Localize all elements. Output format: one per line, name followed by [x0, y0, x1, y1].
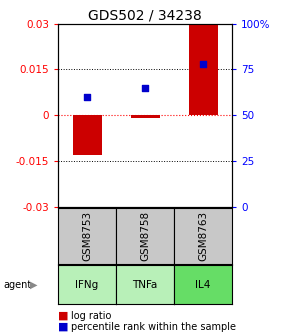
Point — [143, 85, 147, 90]
Text: GSM8753: GSM8753 — [82, 211, 92, 261]
Text: IFNg: IFNg — [75, 280, 99, 290]
Bar — [130, 115, 160, 118]
Point — [201, 61, 205, 67]
Bar — [188, 24, 218, 115]
Title: GDS502 / 34238: GDS502 / 34238 — [88, 8, 202, 23]
Text: ■: ■ — [58, 311, 68, 321]
Text: ▶: ▶ — [30, 280, 37, 290]
Text: agent: agent — [3, 280, 31, 290]
Text: percentile rank within the sample: percentile rank within the sample — [71, 322, 236, 332]
Bar — [72, 115, 102, 155]
Text: GSM8758: GSM8758 — [140, 211, 150, 261]
Text: log ratio: log ratio — [71, 311, 111, 321]
Point — [85, 94, 89, 99]
Text: GSM8763: GSM8763 — [198, 211, 208, 261]
Text: IL4: IL4 — [195, 280, 211, 290]
Text: ■: ■ — [58, 322, 68, 332]
Text: TNFa: TNFa — [132, 280, 158, 290]
